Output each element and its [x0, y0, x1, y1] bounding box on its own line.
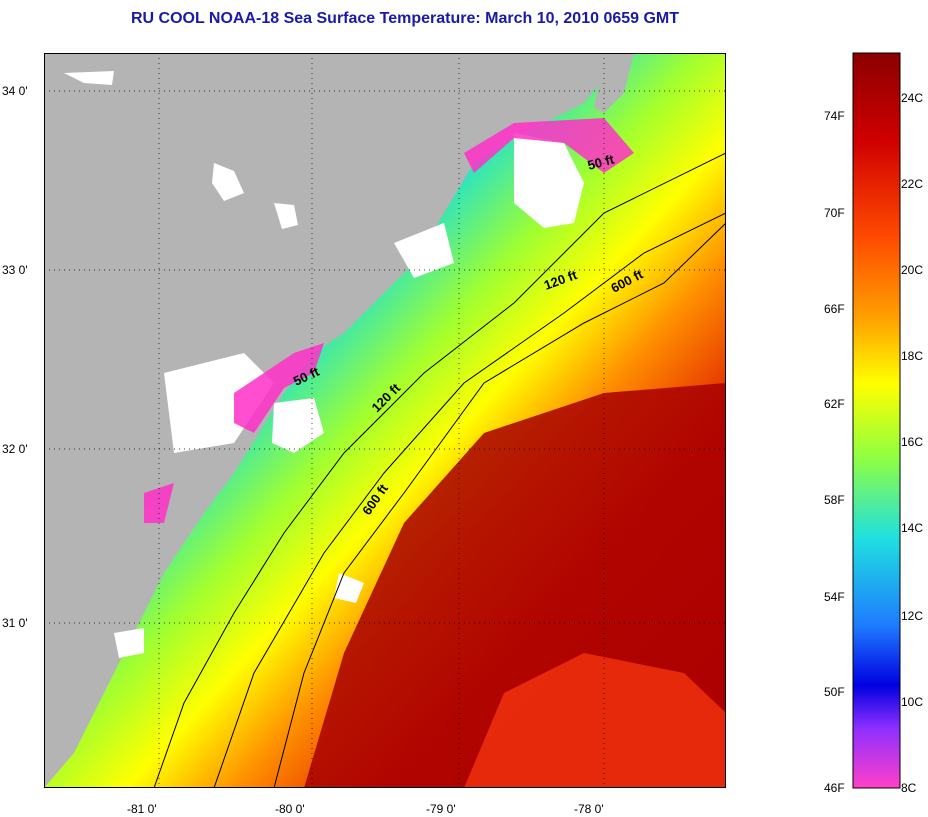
lon-label-79: -79 0'	[426, 802, 456, 816]
colorbar-gradient	[852, 52, 901, 789]
f-label-58: 58F	[824, 493, 845, 507]
f-label-50: 50F	[824, 685, 845, 699]
c-label-24: 24C	[901, 91, 923, 105]
map-frame	[44, 53, 726, 788]
temperature-colorbar: 74F 70F 66F 62F 58F 54F 50F 46F 24C 22C …	[824, 52, 923, 795]
c-label-16: 16C	[901, 435, 923, 449]
contour-label-50ft-north: 50 ft	[586, 151, 616, 173]
map-title: RU COOL NOAA-18 Sea Surface Temperature:…	[130, 10, 680, 27]
land-mass	[44, 53, 609, 788]
c-label-12: 12C	[901, 609, 923, 623]
lat-label-34: 34 0'	[2, 84, 28, 98]
c-label-18: 18C	[901, 349, 923, 363]
c-label-22: 22C	[901, 177, 923, 191]
cloud-patches	[64, 71, 584, 658]
f-label-66: 66F	[824, 302, 845, 316]
f-label-46: 46F	[824, 781, 845, 795]
lon-label-81: -81 0'	[127, 802, 157, 816]
c-label-20: 20C	[901, 263, 923, 277]
c-label-10: 10C	[901, 695, 923, 709]
lon-label-80: -80 0'	[275, 802, 305, 816]
lon-label-78: -78 0'	[574, 802, 604, 816]
colorbar-c-labels: 24C 22C 20C 18C 16C 14C 12C 10C 8C	[901, 91, 923, 795]
f-label-74: 74F	[824, 109, 845, 123]
f-label-62: 62F	[824, 397, 845, 411]
lat-label-31: 31 0'	[2, 616, 28, 630]
c-label-14: 14C	[901, 521, 923, 535]
f-label-70: 70F	[824, 206, 845, 220]
c-label-8: 8C	[901, 781, 917, 795]
colorbar-f-labels: 74F 70F 66F 62F 58F 54F 50F 46F	[824, 109, 845, 795]
graticule	[44, 53, 726, 788]
lat-label-32: 32 0'	[2, 442, 28, 456]
lat-label-33: 33 0'	[2, 263, 28, 277]
f-label-54: 54F	[824, 590, 845, 604]
warm-eddy	[464, 653, 726, 788]
sst-map: 50 ft 50 ft 120 ft 120 ft 600 ft 600 ft	[44, 53, 726, 788]
depth-contours	[153, 152, 726, 788]
